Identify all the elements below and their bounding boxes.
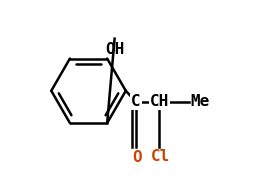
Text: O: O [132, 150, 142, 165]
Text: C: C [131, 94, 141, 109]
Text: CH: CH [150, 94, 169, 109]
Text: Me: Me [190, 94, 209, 109]
Text: Cl: Cl [150, 149, 170, 163]
Text: OH: OH [105, 42, 124, 57]
